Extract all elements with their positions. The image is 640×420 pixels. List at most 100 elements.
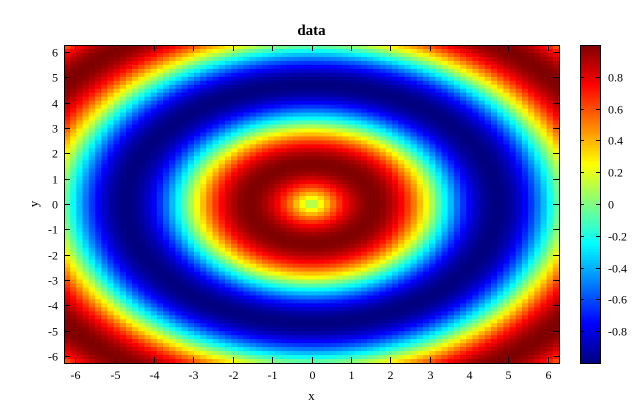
heatmap-cell (212, 231, 220, 237)
heatmap-cell (138, 132, 146, 138)
heatmap-cell (76, 180, 84, 185)
heatmap-cell (82, 287, 90, 293)
heatmap-cell (317, 132, 325, 138)
heatmap-cell (292, 124, 300, 130)
heatmap-cell (70, 45, 77, 50)
heatmap-cell (404, 231, 412, 237)
heatmap-cell (243, 235, 251, 241)
heatmap-cell (348, 164, 356, 169)
heatmap-cell (119, 124, 127, 130)
heatmap-cell (280, 108, 288, 114)
heatmap-cell (429, 120, 436, 126)
heatmap-cell (323, 267, 331, 273)
heatmap-cell (453, 219, 461, 225)
heatmap-cell (509, 287, 517, 293)
heatmap-cell (94, 136, 102, 142)
heatmap-cell (175, 160, 183, 165)
heatmap-cell (218, 180, 226, 185)
heatmap-cell (163, 176, 170, 181)
heatmap-cell (292, 223, 300, 229)
heatmap-cell (497, 88, 504, 94)
heatmap-cell (497, 255, 504, 261)
heatmap-cell (132, 132, 139, 138)
heatmap-cell (231, 235, 238, 241)
heatmap-cell (187, 243, 195, 249)
heatmap-cell (497, 239, 504, 245)
heatmap-cell (156, 271, 164, 277)
heatmap-cell (391, 160, 399, 165)
heatmap-cell (540, 188, 548, 193)
heatmap-cell (361, 120, 368, 126)
heatmap-cell (472, 207, 480, 213)
heatmap-cell (181, 235, 189, 241)
heatmap-cell (286, 200, 294, 205)
heatmap-cell (255, 152, 263, 157)
heatmap-cell (193, 164, 201, 169)
heatmap-cell (175, 124, 183, 130)
heatmap-cell (503, 100, 511, 106)
heatmap-cell (317, 92, 325, 98)
heatmap-cell (218, 108, 226, 114)
heatmap-cell (280, 156, 288, 161)
heatmap-cell (218, 291, 226, 297)
heatmap-cell (453, 128, 461, 134)
heatmap-cell (472, 251, 480, 257)
heatmap-cell (169, 176, 176, 181)
heatmap-cell (206, 255, 214, 261)
heatmap-cell (336, 48, 344, 54)
heatmap-cell (373, 211, 381, 217)
heatmap-cell (348, 60, 356, 66)
heatmap-cell (478, 176, 486, 181)
heatmap-cell (490, 52, 498, 58)
heatmap-cell (497, 84, 504, 90)
heatmap-cell (70, 152, 77, 157)
heatmap-cell (466, 239, 473, 245)
heatmap-cell (181, 72, 189, 78)
heatmap-cell (218, 80, 226, 86)
heatmap-cell (503, 188, 511, 193)
heatmap-cell (107, 211, 115, 217)
heatmap-cell (367, 112, 374, 118)
heatmap-cell (255, 140, 263, 145)
heatmap-cell (410, 140, 418, 145)
heatmap-cell (200, 283, 207, 289)
heatmap-cell (342, 287, 350, 293)
heatmap-cell (292, 283, 300, 289)
heatmap-cell (472, 48, 480, 54)
heatmap-cell (305, 128, 313, 134)
heatmap-cell (490, 243, 498, 249)
heatmap-cell (94, 132, 102, 138)
heatmap-cell (76, 132, 84, 138)
heatmap-cell (280, 68, 288, 74)
heatmap-cell (249, 152, 257, 157)
heatmap-cell (193, 207, 201, 213)
heatmap-cell (361, 144, 368, 149)
heatmap-cell (82, 188, 90, 193)
heatmap-cell (64, 176, 71, 181)
heatmap-cell (330, 156, 337, 161)
heatmap-cell (361, 152, 368, 157)
heatmap-cell (224, 112, 232, 118)
heatmap-cell (237, 204, 245, 209)
heatmap-cell (218, 136, 226, 142)
heatmap-cell (181, 263, 189, 269)
heatmap-cell (441, 204, 449, 209)
heatmap-cell (299, 227, 306, 233)
heatmap-cell (534, 239, 542, 245)
heatmap-cell (515, 235, 523, 241)
heatmap-cell (435, 124, 443, 130)
heatmap-cell (429, 76, 436, 82)
heatmap-cell (94, 100, 102, 106)
heatmap-cell (101, 116, 108, 122)
heatmap-cell (385, 124, 393, 130)
heatmap-cell (435, 104, 443, 110)
heatmap-cell (255, 116, 263, 122)
heatmap-cell (323, 148, 331, 153)
heatmap-cell (552, 45, 560, 50)
heatmap-cell (101, 64, 108, 70)
heatmap-cell (404, 223, 412, 229)
heatmap-cell (243, 263, 251, 269)
heatmap-cell (472, 231, 480, 237)
heatmap-cell (82, 45, 90, 50)
heatmap-cell (193, 88, 201, 94)
